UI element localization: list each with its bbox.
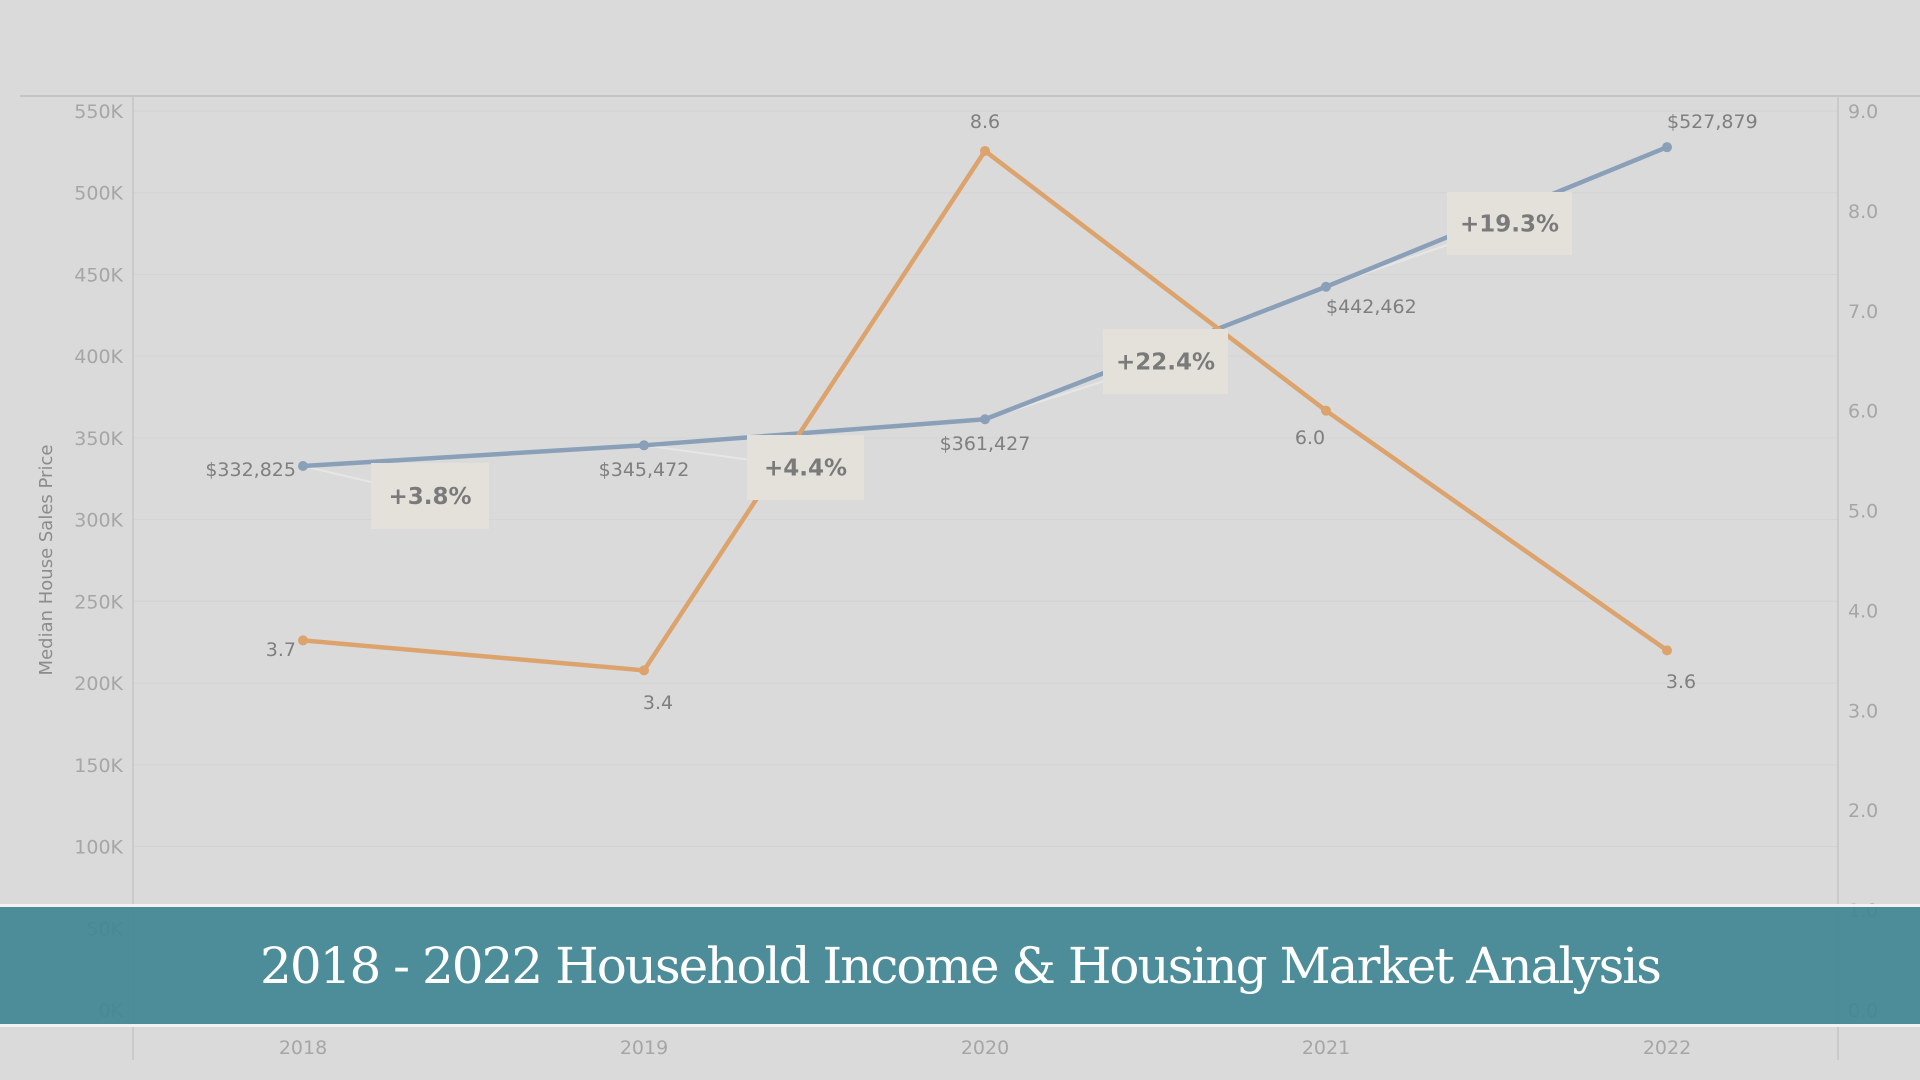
rate-data-label: 3.7 — [266, 639, 296, 661]
median-price-point — [298, 460, 308, 471]
page-title: 2018 - 2022 Household Income & Housing M… — [260, 936, 1662, 995]
y2-tick-label: 5.0 — [1848, 501, 1878, 523]
price-data-label: $332,825 — [205, 459, 296, 481]
x-tick-label: 2022 — [1643, 1037, 1691, 1059]
y-tick-label: 300K — [74, 510, 123, 532]
y-tick-label: 150K — [74, 755, 123, 777]
rate-point — [639, 665, 649, 676]
y2-tick-label: 6.0 — [1848, 401, 1878, 423]
growth-callout-box — [1447, 192, 1572, 255]
growth-callout-text: +19.3% — [1460, 212, 1559, 238]
series — [298, 142, 1672, 676]
y-tick-label: 500K — [74, 183, 123, 205]
price-data-label: $361,427 — [940, 433, 1031, 455]
rate-data-label: 8.6 — [970, 111, 1000, 133]
rate-point — [1662, 645, 1672, 656]
title-banner: 2018 - 2022 Household Income & Housing M… — [0, 904, 1920, 1027]
y-axis-label: Median House Sales Price — [36, 445, 57, 676]
y-tick-label: 550K — [74, 101, 123, 123]
growth-callout-box — [747, 435, 864, 500]
y2-tick-label: 7.0 — [1848, 301, 1878, 323]
y-tick-label: 450K — [74, 264, 123, 286]
growth-callout-text: +22.4% — [1116, 350, 1215, 376]
rate-data-label: 3.4 — [643, 692, 673, 714]
y-tick-label: 100K — [74, 837, 123, 859]
x-tick-label: 2020 — [961, 1037, 1009, 1059]
axes: 0K50K100K150K200K250K300K350K400K450K500… — [20, 95, 1920, 1060]
y2-tick-label: 8.0 — [1848, 201, 1878, 223]
y2-tick-label: 9.0 — [1848, 101, 1878, 123]
median-price-point — [1321, 281, 1331, 292]
x-tick-label: 2018 — [279, 1037, 327, 1059]
rate-data-label: 3.6 — [1666, 671, 1696, 693]
growth-callout-box — [371, 463, 489, 529]
median-price-point — [639, 440, 649, 451]
rate-point — [1321, 405, 1331, 416]
rate-point — [298, 635, 308, 646]
growth-callout-box — [1103, 329, 1228, 394]
data-labels: $332,825 $345,472 $361,427 $442,462 $527,879… — [205, 111, 1757, 714]
growth-callout-text: +3.8% — [388, 484, 471, 510]
price-data-label: $442,462 — [1326, 296, 1417, 318]
x-tick-label: 2021 — [1302, 1037, 1350, 1059]
y2-tick-label: 2.0 — [1848, 800, 1878, 822]
y-tick-label: 350K — [74, 428, 123, 450]
price-data-label: $345,472 — [599, 459, 690, 481]
y-tick-label: 400K — [74, 346, 123, 368]
y2-tick-label: 4.0 — [1848, 600, 1878, 622]
median-price-point — [980, 414, 990, 425]
x-tick-label: 2019 — [620, 1037, 668, 1059]
median-price-point — [1662, 142, 1672, 153]
y-tick-label: 200K — [74, 673, 123, 695]
rate-point — [980, 145, 990, 156]
rate-data-label: 6.0 — [1295, 427, 1325, 449]
callouts: +3.8% +4.4% +22.4% +19.3% — [371, 192, 1572, 529]
y-tick-label: 250K — [74, 591, 123, 613]
growth-callout-text: +4.4% — [764, 456, 847, 482]
y2-tick-label: 3.0 — [1848, 700, 1878, 722]
price-data-label: $527,879 — [1667, 111, 1758, 133]
